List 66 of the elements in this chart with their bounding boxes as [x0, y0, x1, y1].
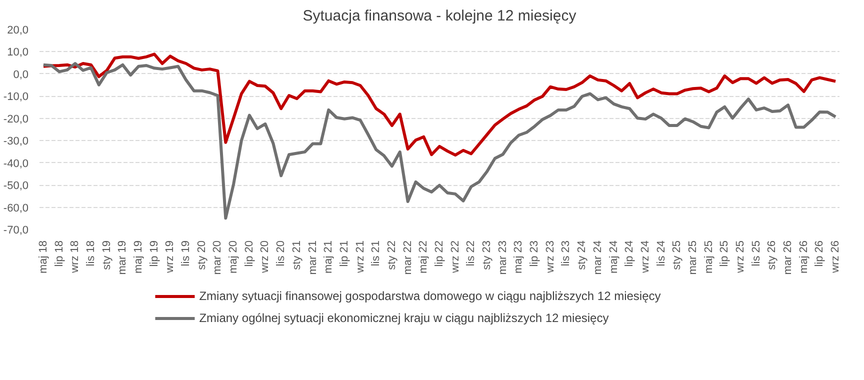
- x-tick-label: wrz 23: [544, 240, 556, 274]
- x-tick-label: lip 25: [718, 240, 731, 267]
- x-tick-label: wrz 20: [259, 240, 272, 274]
- y-tick-label: -60,0: [3, 202, 29, 214]
- x-tick-label: maj 26: [798, 240, 810, 274]
- x-tick-label: mar 26: [782, 240, 794, 275]
- x-tick-label: maj 22: [418, 240, 430, 274]
- line-series: [42, 62, 838, 220]
- x-tick-label: lip 20: [243, 240, 256, 267]
- x-tick-label: wrz 21: [354, 240, 366, 274]
- x-tick-label: maj 19: [132, 240, 145, 274]
- x-tick-label: maj 18: [37, 240, 50, 274]
- x-tick-label: mar 20: [212, 240, 224, 275]
- x-tick-label: mar 21: [306, 240, 319, 275]
- x-tick-label: sty 23: [481, 240, 494, 270]
- x-tick-label: lis 24: [655, 240, 668, 266]
- x-tick-label: mar 22: [402, 240, 414, 275]
- legend-label: Zmiany ogólnej sytuacji ekonomicznej kraju w ciągu najbliższych 12 miesięcy: [199, 311, 609, 325]
- x-tick-label: mar 25: [686, 240, 699, 275]
- legend-label: Zmiany sytuacji finansowej gospodarstwa domowego w ciągu najbliższych 12 miesięcy: [199, 289, 661, 303]
- x-tick-label: sty 20: [196, 240, 208, 270]
- x-tick-label: maj 24: [608, 240, 620, 274]
- x-tick-label: lip 23: [528, 240, 541, 267]
- x-tick-label: sty 25: [671, 240, 684, 270]
- x-tick-label: wrz 24: [639, 240, 652, 274]
- x-tick-label: mar 24: [592, 240, 604, 275]
- x-tick-label: lis 23: [560, 240, 572, 266]
- line-series: [42, 52, 838, 157]
- y-tick-label: 10,0: [7, 46, 29, 59]
- x-tick-label: lip 26: [814, 240, 826, 267]
- x-tick-label: maj 25: [702, 240, 715, 274]
- y-tick-label: -50,0: [3, 180, 29, 192]
- x-tick-label: wrz 25: [734, 240, 746, 274]
- chart-title: Sytuacja finansowa - kolejne 12 miesięcy: [302, 8, 577, 24]
- y-tick-label: 20,0: [7, 24, 29, 36]
- x-tick-label: lip 22: [434, 240, 446, 267]
- y-tick-label: -20,0: [3, 113, 29, 126]
- y-tick-label: -70,0: [3, 224, 29, 236]
- x-tick-label: lis 18: [84, 240, 97, 266]
- x-tick-label: lip 21: [338, 240, 350, 267]
- x-tick-label: lis 20: [275, 240, 288, 266]
- x-tick-label: mar 19: [116, 240, 129, 275]
- x-tick-label: lis 21: [370, 240, 382, 266]
- x-tick-label: sty 22: [386, 240, 398, 270]
- x-tick-label: sty 21: [290, 240, 303, 270]
- x-tick-label: lip 24: [624, 240, 636, 267]
- x-tick-label: sty 26: [766, 240, 778, 270]
- x-tick-label: lip 19: [148, 240, 160, 267]
- x-tick-label: lip 18: [53, 240, 66, 267]
- x-tick-label: sty 19: [100, 240, 113, 270]
- x-tick-label: sty 24: [576, 240, 588, 270]
- x-tick-label: lis 19: [180, 240, 192, 266]
- x-tick-label: wrz 26: [830, 240, 842, 274]
- y-tick-label: -30,0: [3, 136, 29, 148]
- x-tick-label: lis 25: [750, 240, 762, 266]
- x-tick-label: lis 22: [465, 240, 478, 266]
- x-tick-label: wrz 22: [449, 240, 462, 274]
- x-tick-label: mar 23: [496, 240, 509, 275]
- x-tick-label: maj 21: [322, 240, 335, 274]
- y-tick-label: -10,0: [3, 91, 29, 104]
- x-tick-label: wrz 18: [69, 240, 82, 274]
- x-tick-label: maj 20: [228, 240, 240, 274]
- x-tick-label: wrz 19: [164, 240, 176, 274]
- y-tick-label: -40,0: [3, 158, 29, 170]
- x-tick-label: maj 23: [512, 240, 525, 274]
- y-tick-label: 0,0: [13, 68, 29, 81]
